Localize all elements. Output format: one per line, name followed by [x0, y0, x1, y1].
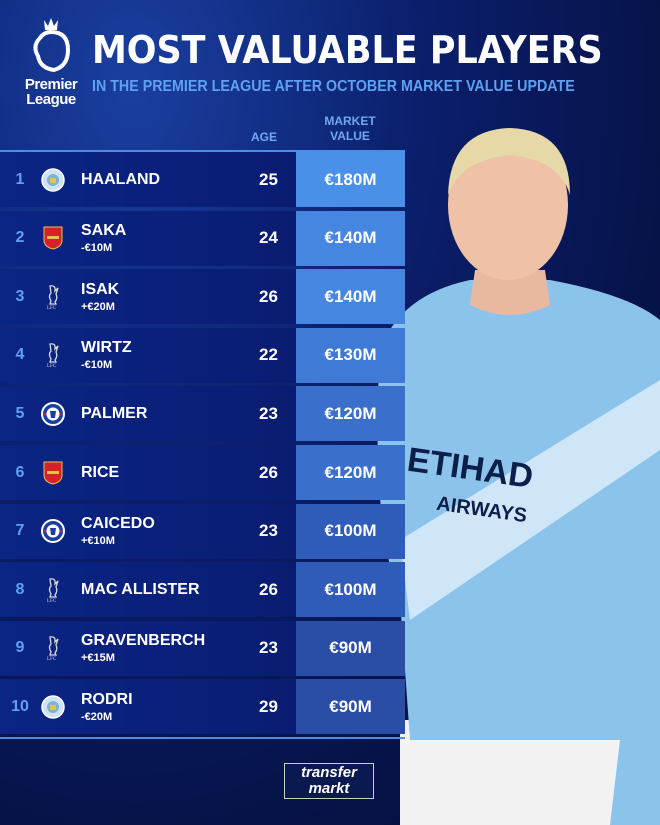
player-name-cell: MAC ALLISTER — [81, 581, 241, 599]
player-name-cell: SAKA -€10M — [81, 222, 241, 254]
value-change: +€15M — [81, 652, 115, 665]
arsenal-crest-icon — [40, 460, 66, 486]
age: 22 — [259, 345, 278, 365]
market-value: €140M — [296, 210, 405, 266]
transfermarkt-logo: transfer markt — [284, 763, 374, 799]
market-value: €90M — [296, 679, 405, 735]
player-name: WIRTZ — [81, 339, 132, 357]
logo-text-2: League — [26, 91, 76, 108]
rank: 10 — [11, 697, 29, 715]
player-name: SAKA — [81, 222, 127, 240]
logo-text-1: Premier — [24, 76, 78, 93]
rank: 8 — [15, 580, 25, 598]
table-row: 6 RICE 26 €120M — [0, 445, 405, 500]
value-change: +€20M — [81, 300, 115, 313]
lion-icon — [33, 18, 71, 73]
table-row: 9 LFC GRAVENBERCH +€15M 23 €90M — [0, 620, 405, 676]
player-photo: ETIHAD AIRWAYS — [377, 128, 660, 825]
market-value-header-line2: VALUE — [330, 129, 370, 143]
age: 26 — [259, 579, 278, 599]
value-change: -€10M — [81, 242, 113, 255]
age: 26 — [259, 462, 278, 482]
divider — [0, 737, 405, 739]
table-row: 7 CAICEDO +€10M 23 €100M — [0, 503, 405, 559]
table-row: 2 SAKA -€10M 24 €140M — [0, 210, 405, 266]
rank: 5 — [15, 404, 25, 422]
svg-text:LFC: LFC — [47, 364, 57, 368]
table-row: 3 LFC ISAK +€20M 26 €140M — [0, 269, 405, 325]
page-title: MOST VALUABLE PLAYERS — [92, 28, 603, 72]
table-row: 8 LFC MAC ALLISTER 26 €100M — [0, 562, 405, 618]
player-name: MAC ALLISTER — [81, 580, 200, 598]
rank: 4 — [15, 346, 25, 364]
rank: 6 — [15, 463, 25, 481]
divider — [0, 150, 405, 152]
brand-line2: markt — [308, 780, 350, 797]
page-subtitle: IN THE PREMIER LEAGUE AFTER OCTOBER MARK… — [92, 78, 575, 95]
player-name: CAICEDO — [81, 515, 155, 533]
market-value: €100M — [296, 503, 405, 559]
player-name-cell: CAICEDO +€10M — [81, 515, 241, 547]
rank: 9 — [15, 639, 25, 657]
market-value: €130M — [296, 327, 405, 383]
man-city-crest-icon — [40, 694, 66, 720]
age: 23 — [259, 638, 278, 658]
svg-text:LFC: LFC — [47, 306, 57, 310]
player-name: RICE — [81, 463, 120, 481]
player-name-cell: WIRTZ -€10M — [81, 339, 241, 371]
market-value: €140M — [296, 269, 405, 325]
table-row: 10 RODRI -€20M 29 €90M — [0, 679, 405, 735]
value-change: -€20M — [81, 710, 113, 723]
market-value: €120M — [296, 445, 405, 500]
player-name-cell: GRAVENBERCH +€15M — [81, 632, 241, 664]
player-name-cell: ISAK +€20M — [81, 281, 241, 313]
player-name: RODRI — [81, 690, 133, 708]
player-name: HAALAND — [81, 170, 161, 188]
player-name-cell: RODRI -€20M — [81, 691, 241, 723]
value-change: +€10M — [81, 535, 115, 548]
chelsea-crest-icon — [40, 401, 66, 427]
liverpool-crest-icon: LFC — [40, 635, 66, 661]
value-change: -€10M — [81, 359, 113, 372]
player-name: PALMER — [81, 404, 148, 422]
market-value: €120M — [296, 386, 405, 442]
player-name-cell: RICE — [81, 464, 241, 482]
player-name: GRAVENBERCH — [81, 632, 206, 650]
rank: 2 — [15, 229, 25, 247]
player-name: ISAK — [81, 280, 120, 298]
liverpool-crest-icon: LFC — [40, 342, 66, 368]
market-value: €100M — [296, 562, 405, 618]
table-row: 1 HAALAND 25 €180M — [0, 152, 405, 207]
svg-text:LFC: LFC — [47, 599, 57, 603]
age: 29 — [259, 696, 278, 716]
chelsea-crest-icon — [40, 518, 66, 544]
premier-league-logo: Premier League — [18, 16, 84, 107]
svg-text:LFC: LFC — [47, 657, 57, 661]
table-row: 5 PALMER 23 €120M — [0, 386, 405, 442]
liverpool-crest-icon: LFC — [40, 284, 66, 310]
rank: 3 — [15, 287, 25, 305]
arsenal-crest-icon — [40, 225, 66, 251]
brand-line1: transfer — [301, 764, 357, 781]
market-value-header-line1: MARKET — [324, 114, 376, 128]
age: 26 — [259, 286, 278, 306]
liverpool-crest-icon: LFC — [40, 577, 66, 603]
market-value: €90M — [296, 620, 405, 676]
age: 23 — [259, 403, 278, 423]
market-value-header: MARKET VALUE — [305, 114, 395, 144]
age-header: AGE — [250, 130, 277, 144]
player-name-cell: HAALAND — [81, 171, 241, 189]
player-name-cell: PALMER — [81, 405, 241, 423]
age: 23 — [259, 521, 278, 541]
age: 24 — [259, 228, 278, 248]
table-row: 4 LFC WIRTZ -€10M 22 €130M — [0, 327, 405, 383]
rank: 1 — [15, 170, 25, 188]
market-value: €180M — [296, 152, 405, 207]
man-city-crest-icon — [40, 167, 66, 193]
rank: 7 — [15, 522, 25, 540]
age: 25 — [259, 169, 278, 189]
